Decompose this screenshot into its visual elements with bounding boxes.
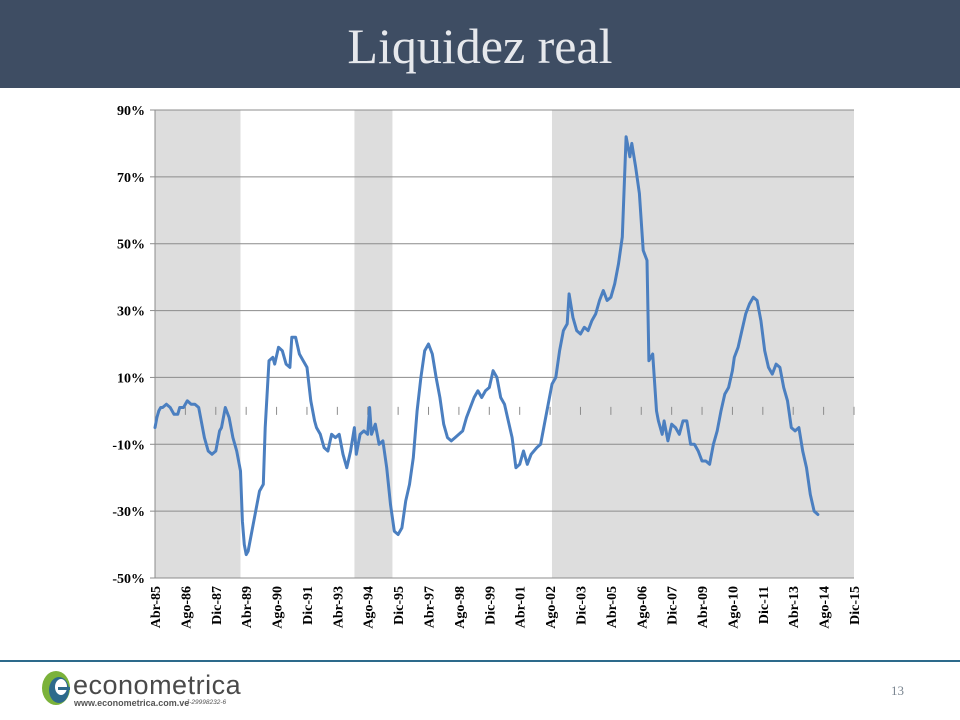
x-tick-label: Dic-99 [483,586,498,625]
x-tick-label: Dic-95 [392,586,407,625]
logo-wordmark: econometrica [73,670,242,700]
x-tick-label: Ago-90 [271,586,286,629]
y-tick-label: 10% [117,371,145,386]
x-tick-label: Ago-86 [179,586,194,629]
x-tick-label: Abr-05 [605,586,620,628]
x-tick-label: Dic-11 [757,586,772,624]
line-chart: -50% -30% -10% 10% 30% 50% 70% 90% Abr-85 Ago-86… [112,104,863,629]
econometrica-logo-icon [42,671,70,705]
x-tick-label: Abr-01 [514,586,529,628]
x-tick-label: Dic-07 [666,586,681,625]
x-tick-labels: Abr-85 Ago-86 Dic-87 Abr-89 Ago-90 Dic-91 Abr-… [149,586,863,629]
shaded-period-3 [551,110,854,578]
slide-title: Liquidez real [347,18,613,74]
x-tick-label: Ago-14 [818,586,833,629]
data-series [153,135,820,557]
gridlines [155,109,854,512]
x-tick-label: Ago-02 [544,586,559,629]
x-tick-label: Dic-03 [574,586,589,625]
y-tick-label: -30% [112,505,145,520]
y-tick-labels: -50% -30% -10% 10% 30% 50% 70% 90% [112,104,145,587]
x-tick-label: Abr-97 [423,586,438,628]
title-bar: Liquidez real [0,0,960,88]
axes [150,109,855,579]
y-tick-label: 70% [117,171,145,186]
x-tick-label: Abr-13 [787,586,802,628]
shaded-period-2 [354,110,393,578]
shaded-periods [155,110,854,578]
series-line-1 [153,135,820,557]
x-tick-label: Dic-87 [210,586,225,625]
x-tick-label: Ago-06 [635,586,650,629]
x-tick-label: Abr-89 [240,586,255,628]
y-tick-label: 50% [117,238,145,253]
x-tick-label: Abr-93 [331,586,346,628]
x-tick-label: Abr-09 [696,586,711,628]
x-tick-label: Dic-15 [848,586,863,625]
x-tick-label: Ago-10 [726,586,741,629]
footer-rule [0,660,960,662]
x-tick-label: Abr-85 [149,586,164,628]
y-tick-label: 30% [117,305,145,320]
logo-rif: J-29998232-6 [186,699,227,706]
page-number: 13 [891,683,904,698]
x-tick-label: Ago-98 [453,586,468,629]
x-tick-label: Dic-91 [301,586,316,625]
y-tick-label: 90% [117,104,145,119]
y-tick-label: -50% [112,572,145,587]
y-tick-label: -10% [112,438,145,453]
logo-url: www.econometrica.com.ve [74,698,190,708]
shaded-period-1 [155,110,241,578]
x-tick-label: Ago-94 [362,586,377,629]
